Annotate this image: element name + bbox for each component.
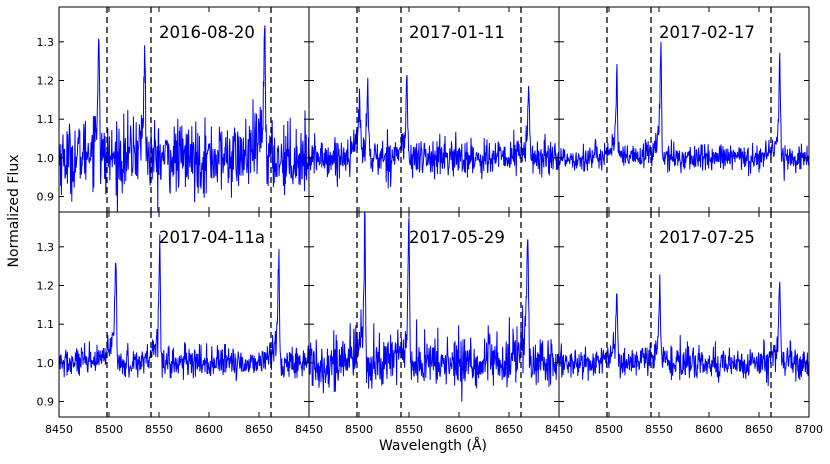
y-tick-label: 1.0: [37, 152, 55, 165]
y-tick-label: 1.1: [37, 113, 55, 126]
y-tick-label: 0.9: [37, 396, 55, 409]
panel-title: 2016-08-20: [159, 23, 255, 42]
x-tick-label: 8450: [295, 423, 323, 436]
spectrum-line: [309, 212, 559, 402]
x-tick-label: 8650: [745, 423, 773, 436]
x-tick-label: 8450: [545, 423, 573, 436]
panel-2016-08-20: 0.9 1.0 1.1 1.2 1.3 2016-08-20: [37, 6, 310, 213]
panel-2017-01-11: 2017-01-11: [308, 6, 560, 213]
panel-title: 2017-07-25: [659, 228, 755, 247]
x-tick-label: 8600: [195, 423, 223, 436]
y-axis-label: Normalized Flux: [6, 155, 22, 268]
x-tick-label: 8550: [395, 423, 423, 436]
spectrum-line: [309, 74, 559, 189]
panel-grid: 0.9 1.0 1.1 1.2 1.3 2016-08-20 2017-01-11 2017-…: [37, 6, 823, 436]
x-tick-label: 8650: [245, 423, 273, 436]
panel-title: 2017-04-11a: [159, 228, 265, 247]
x-tick-label: 8500: [345, 423, 373, 436]
spectrum-line: [59, 234, 309, 381]
x-tick-label: 8500: [595, 423, 623, 436]
y-tick-label: 1.0: [37, 357, 55, 370]
x-tick-label: 8450: [45, 423, 73, 436]
x-tick-label: 8700: [795, 423, 823, 436]
y-tick-label: 1.3: [37, 241, 55, 254]
x-tick-label: 8600: [445, 423, 473, 436]
y-tick-label: 1.2: [37, 74, 55, 87]
y-tick-label: 1.1: [37, 318, 55, 331]
spectrum-line: [559, 41, 809, 181]
y-tick-label: 0.9: [37, 191, 55, 204]
x-tick-label: 8550: [645, 423, 673, 436]
panel-2017-02-17: 2017-02-17: [558, 6, 810, 213]
panel-title: 2017-02-17: [659, 23, 755, 42]
panel-title: 2017-05-29: [409, 228, 505, 247]
x-tick-label: 8650: [495, 423, 523, 436]
panel-2017-07-25: 8450 8500 8550 8600 8650 8700 2017-07-25: [545, 211, 823, 436]
x-tick-label: 8500: [95, 423, 123, 436]
y-tick-label: 1.2: [37, 279, 55, 292]
spectrum-line: [559, 274, 809, 387]
panel-title: 2017-01-11: [409, 23, 505, 42]
x-axis-label: Wavelength (Å): [379, 437, 487, 454]
panel-frame: [558, 211, 810, 418]
panel-2017-05-29: 8450 8500 8550 8600 8650 2017-05-29: [295, 211, 560, 436]
x-tick-label: 8550: [145, 423, 173, 436]
y-tick-label: 1.3: [37, 36, 55, 49]
panel-2017-04-11a: 8450 8500 8550 8600 8650 0.9 1.0 1.1 1.2 1.3 2017-…: [37, 211, 310, 436]
x-tick-label: 8600: [695, 423, 723, 436]
spectrum-line: [59, 25, 309, 212]
